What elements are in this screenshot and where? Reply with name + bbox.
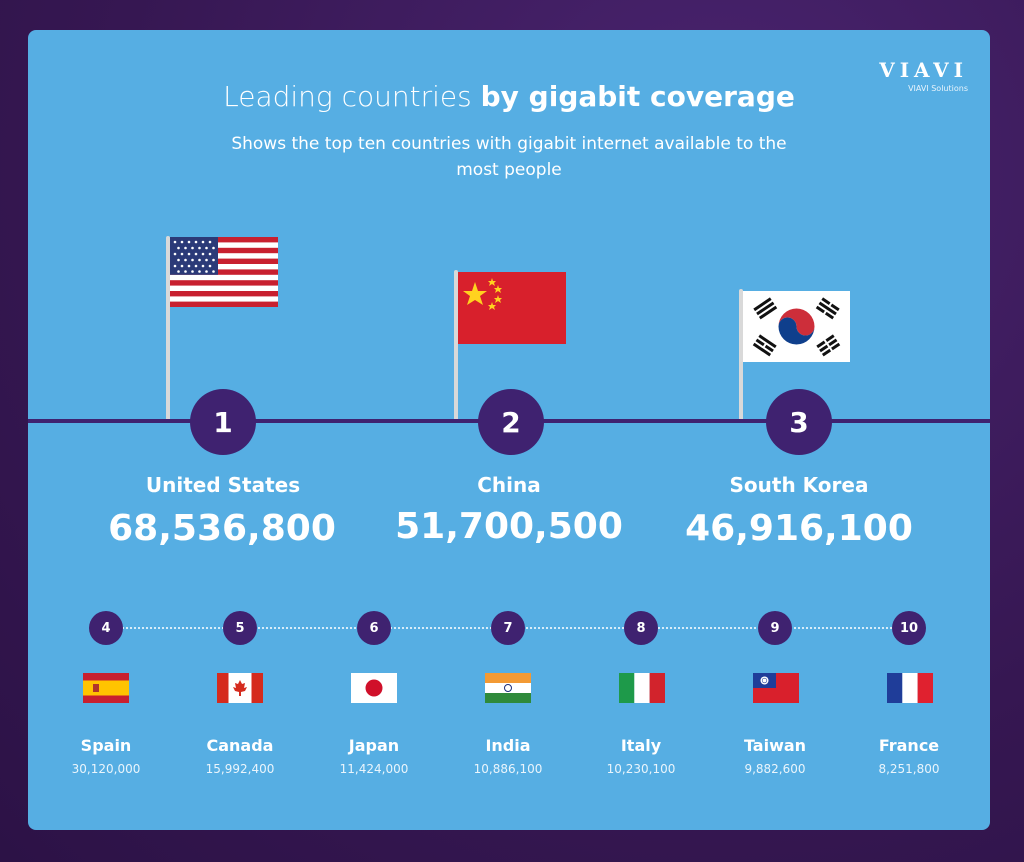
france-flag: [887, 673, 933, 703]
taiwan-flag-icon: [753, 673, 799, 703]
viavi-logo: VIAVI VIAVI Solutions: [879, 58, 968, 93]
india-flag-icon: [485, 673, 531, 703]
country-name: India: [485, 736, 531, 755]
country-name: South Korea: [729, 473, 869, 497]
rank-badge: 10: [892, 611, 926, 645]
country-name: Spain: [80, 736, 132, 755]
rank-badge: 1: [190, 389, 256, 455]
rank-badge: 7: [491, 611, 525, 645]
taiwan-flag: [753, 673, 799, 703]
flag-pole-3: [739, 289, 743, 421]
title-bold: by gigabit coverage: [480, 80, 795, 113]
country-name: France: [878, 736, 940, 755]
coverage-value: 15,992,400: [205, 762, 275, 776]
coverage-value: 10,886,100: [473, 762, 543, 776]
infographic-card: VIAVI VIAVI Solutions Leading countries …: [28, 30, 990, 830]
rank-badge: 4: [89, 611, 123, 645]
page-subtitle: Shows the top ten countries with gigabit…: [231, 134, 787, 180]
rank-badge: 5: [223, 611, 257, 645]
title-light: Leading countries: [223, 80, 472, 113]
france-flag-icon: [887, 673, 933, 703]
logo-wordmark: VIAVI: [879, 58, 968, 82]
country-name: Taiwan: [743, 736, 807, 755]
coverage-value: 46,916,100: [685, 508, 913, 549]
country-name: Japan: [348, 736, 400, 755]
china-flag: [458, 272, 566, 344]
us-flag-icon: [170, 237, 278, 307]
china-flag-icon: [458, 272, 566, 344]
logo-tagline: VIAVI Solutions: [908, 84, 968, 93]
coverage-value: 51,700,500: [395, 506, 623, 547]
canada-flag: [217, 673, 263, 703]
coverage-value: 8,251,800: [878, 762, 940, 776]
country-name: Canada: [206, 736, 274, 755]
japan-flag-icon: [351, 673, 397, 703]
flag-pole-1: [166, 236, 170, 421]
rank-badge: 3: [766, 389, 832, 455]
rank-badge: 6: [357, 611, 391, 645]
south-korea-flag: [743, 291, 850, 362]
spain-flag-icon: [83, 673, 129, 703]
canada-flag-icon: [217, 673, 263, 703]
coverage-value: 68,536,800: [108, 508, 336, 549]
italy-flag-icon: [619, 673, 665, 703]
coverage-value: 30,120,000: [71, 762, 141, 776]
rank-badge: 2: [478, 389, 544, 455]
rank-badge: 8: [624, 611, 658, 645]
country-name: China: [477, 473, 541, 497]
japan-flag: [351, 673, 397, 703]
rank-badge: 9: [758, 611, 792, 645]
flag-pole-2: [454, 270, 458, 421]
italy-flag: [619, 673, 665, 703]
coverage-value: 11,424,000: [339, 762, 409, 776]
india-flag: [485, 673, 531, 703]
page-title: Leading countries by gigabit coverage: [28, 80, 990, 113]
coverage-value: 10,230,100: [606, 762, 676, 776]
country-name: Italy: [620, 736, 662, 755]
coverage-value: 9,882,600: [744, 762, 806, 776]
country-name: United States: [145, 473, 301, 497]
south-korea-flag-icon: [743, 291, 850, 362]
spain-flag: [83, 673, 129, 703]
us-flag: [170, 237, 278, 307]
